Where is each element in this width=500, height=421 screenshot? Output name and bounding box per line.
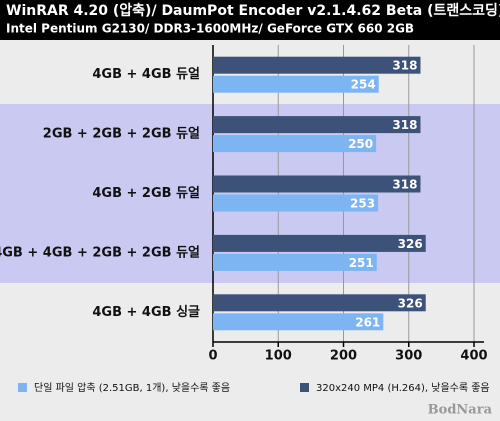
bar <box>213 253 377 271</box>
category-label: 2GB + 2GB + 2GB 듀얼 <box>43 127 200 142</box>
category-label: 4GB + 4GB 듀얼 <box>92 67 200 82</box>
x-tick-label: 300 <box>395 349 422 364</box>
bar <box>213 56 421 74</box>
bar <box>213 116 421 134</box>
value-label: 254 <box>351 78 376 92</box>
value-label: 318 <box>392 118 417 132</box>
legend-label: 단일 파일 압축 (2.51GB, 1개), 낮을수록 좋음 <box>34 381 230 394</box>
bar <box>213 294 426 312</box>
category-label: 4GB + 2GB 듀얼 <box>92 186 200 201</box>
value-label: 261 <box>355 315 380 329</box>
value-label: 326 <box>398 237 423 251</box>
bar <box>213 234 426 252</box>
value-label: 318 <box>392 59 417 73</box>
highlight-band <box>0 104 500 283</box>
value-label: 326 <box>398 296 423 310</box>
legend-swatch <box>300 383 309 392</box>
bar <box>213 313 384 331</box>
value-label: 250 <box>348 137 373 151</box>
bar <box>213 75 379 93</box>
chart-title: WinRAR 4.20 (압축)/ DaumPot Encoder v2.1.4… <box>6 2 500 19</box>
bar <box>213 135 377 153</box>
category-label: 4GB + 4GB 싱글 <box>92 305 200 320</box>
x-tick-label: 200 <box>330 349 357 364</box>
x-tick-label: 400 <box>460 349 487 364</box>
x-tick-label: 100 <box>265 349 292 364</box>
bar <box>213 194 379 212</box>
watermark: BodNara <box>428 403 493 418</box>
value-label: 253 <box>350 197 375 211</box>
x-tick-label: 0 <box>208 349 217 364</box>
category-label: 4GB + 4GB + 2GB + 2GB 듀얼 <box>0 245 200 260</box>
header <box>0 0 500 40</box>
chart-subtitle: Intel Pentium G2130/ DDR3-1600MHz/ GeFor… <box>6 22 414 36</box>
legend-swatch <box>18 383 27 392</box>
value-label: 318 <box>392 178 417 192</box>
value-label: 251 <box>349 256 374 270</box>
bar <box>213 175 421 193</box>
legend-label: 320x240 MP4 (H.264), 낮을수록 좋음 <box>316 382 490 394</box>
